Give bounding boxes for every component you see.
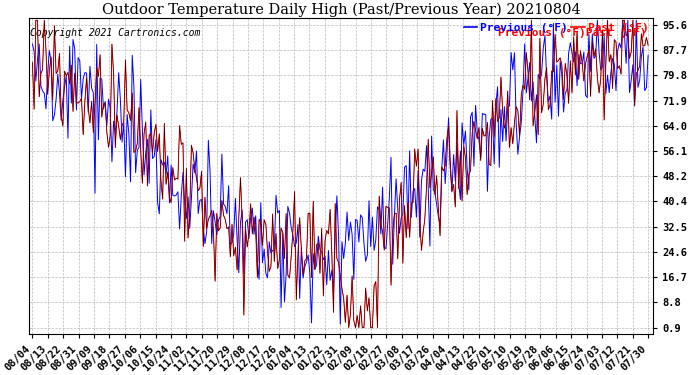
- Legend: Previous (°F), Past (°F): Previous (°F), Past (°F): [459, 18, 653, 37]
- Text: Copyright 2021 Cartronics.com: Copyright 2021 Cartronics.com: [30, 28, 201, 38]
- Text: Previous (°F)Past (°F): Previous (°F)Past (°F): [498, 28, 647, 38]
- Title: Outdoor Temperature Daily High (Past/Previous Year) 20210804: Outdoor Temperature Daily High (Past/Pre…: [101, 3, 580, 17]
